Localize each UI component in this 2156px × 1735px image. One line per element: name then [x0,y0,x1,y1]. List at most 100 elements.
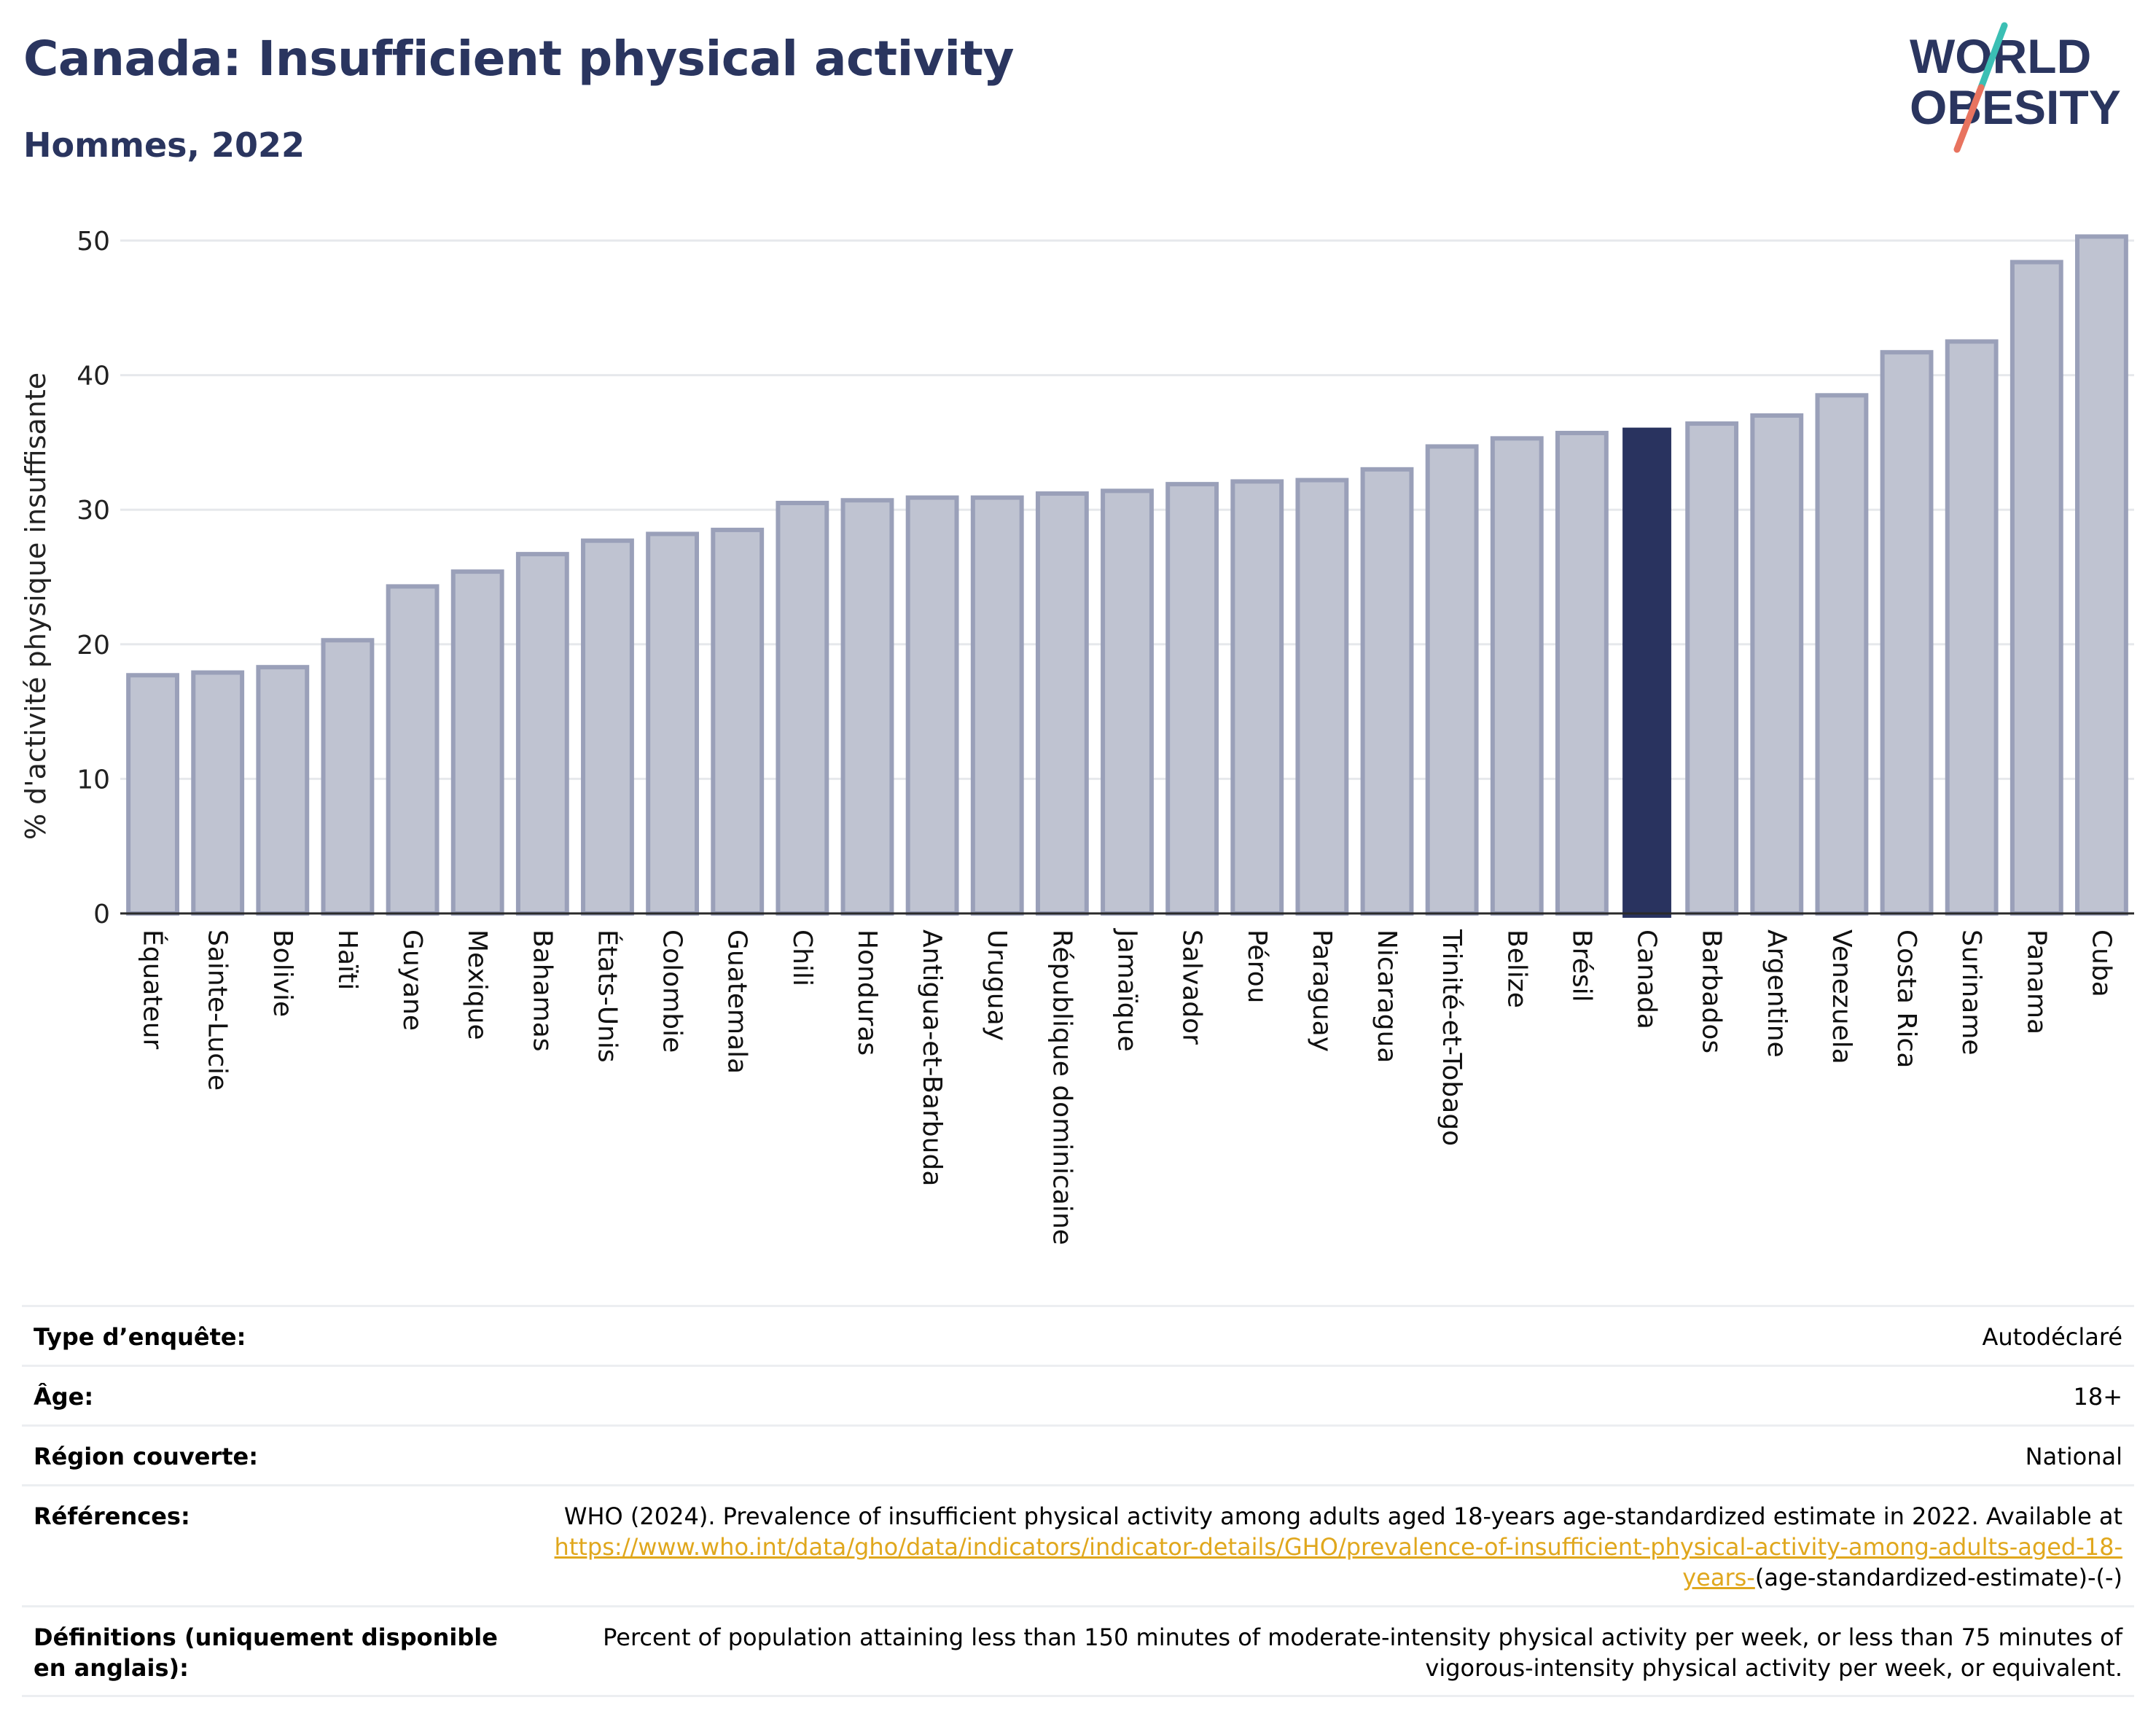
bar-chart: 0 10 20 30 40 50 % d'activité physique insuff… [20,227,2134,1245]
x-tick-label: Barbados [1697,929,1727,1053]
y-tick-label: 20 [77,631,110,660]
bar-cuba [2075,234,2128,916]
bar-république-dominicaine [1035,491,1089,916]
bar-belize [1490,436,1544,916]
info-value-text: Autodéclaré [1982,1323,2122,1351]
bar-mexique [450,569,504,916]
x-tick-label: Mexique [462,929,492,1040]
x-tick-label: Paraguay [1307,929,1337,1052]
info-table: Type d’enquête: Autodéclaré Âge: 18+ Région … [22,1305,2134,1697]
logo-line2: OBESITY [1910,80,2121,134]
x-tick-label: Guatemala [722,929,752,1074]
info-label: Références: [34,1502,190,1530]
info-value: National [2026,1441,2134,1472]
bar-panama [2009,260,2063,916]
bars [126,234,2128,918]
y-axis-label: % d'activité physique insuffisante [20,373,52,840]
chart-title: Canada: Insufficient physical activity [23,31,1015,87]
bar-uruguay [970,495,1024,916]
bar-canada [1622,427,1671,918]
x-tick-label: Venezuela [1827,929,1856,1064]
x-tick-label: Salvador [1177,929,1207,1045]
bar-nicaragua [1360,467,1414,916]
bar-salvador [1165,482,1219,916]
info-row: Âge: 18+ [22,1365,2134,1424]
y-tick-label: 10 [77,765,110,795]
bar-équateur [126,673,179,916]
bar-colombie [646,531,700,916]
info-label: Âge: [34,1383,94,1411]
bar-honduras [840,498,894,916]
info-label: Type d’enquête: [34,1323,246,1351]
y-tick-label: 40 [77,362,110,391]
y-tick-label: 50 [77,227,110,257]
x-tick-label: Honduras [852,929,882,1056]
x-tick-label: Jamaïque [1112,928,1142,1052]
info-label: Définitions (uniquement disponible en an… [34,1623,498,1682]
x-axis-labels: Équateur Sainte-Lucie Bolivie Haïti Guyane Me… [138,928,2117,1245]
x-tick-label: Cuba [2086,929,2116,997]
x-tick-label: Colombie [657,929,687,1053]
info-label: Région couverte: [34,1443,258,1470]
bar-paraguay [1295,477,1349,916]
bar-guyane [386,584,440,916]
x-tick-label: Sainte-Lucie [203,929,233,1091]
reference-link[interactable]: https://www.who.int/data/gho/data/indica… [554,1533,2122,1591]
bar-bahamas [515,552,569,916]
x-tick-label: Bahamas [527,929,557,1052]
bar-chili [776,500,829,916]
info-row: Type d’enquête: Autodéclaré [22,1305,2134,1365]
info-value: 18+ [2073,1381,2134,1412]
x-tick-label: Haïti [332,929,362,990]
x-tick-label: Panama [2021,929,2051,1034]
bar-guatemala [711,527,765,916]
x-tick-label: États-Unis [592,929,622,1063]
bar-bolivie [256,665,310,916]
logo-slash-bottom [1953,84,1985,153]
x-tick-label: Bolivie [267,929,297,1017]
x-tick-label: Argentine [1762,929,1792,1058]
x-tick-label: Chili [787,929,817,986]
x-tick-label: République dominicaine [1047,929,1077,1245]
x-tick-label: Canada [1632,929,1662,1029]
y-tick-label: 0 [93,900,110,929]
info-value-text: 18+ [2073,1383,2122,1411]
bar-jamaïque [1101,488,1154,916]
info-value: WHO (2024). Prevalence of insufficient p… [534,1501,2134,1593]
x-tick-label: Nicaragua [1372,929,1402,1063]
x-tick-label: Brésil [1566,929,1596,1002]
info-value-text: Percent of population attaining less tha… [603,1623,2122,1682]
y-tick-label: 30 [77,496,110,526]
x-tick-label: Belize [1501,929,1531,1008]
info-value-text: WHO (2024). Prevalence of insufficient p… [563,1502,2122,1530]
x-tick-label: Antigua-et-Barbuda [917,929,947,1186]
bar-états-unis [581,538,634,916]
chart-subtitle: Hommes, 2022 [23,125,305,165]
bar-venezuela [1815,393,1869,916]
bar-barbados [1685,421,1739,916]
info-value: Percent of population attaining less tha… [534,1622,2134,1683]
bar-sainte-lucie [191,670,245,916]
x-tick-label: Pérou [1242,929,1272,1003]
bar-antigua-et-barbuda [905,495,959,916]
info-row: Région couverte: National [22,1424,2134,1484]
x-tick-label: Trinité-et-Tobago [1437,929,1466,1146]
reference-link-suffix: (age-standardized-estimate)-(-) [1754,1564,2122,1591]
bar-haïti [321,638,375,916]
logo-slash-top [1977,22,2008,91]
bar-suriname [1945,339,1999,916]
bar-costa-rica [1880,350,1934,916]
info-value-text: National [2025,1443,2122,1470]
info-row: Références: WHO (2024). Prevalence of ins… [22,1484,2134,1605]
bar-argentine [1750,413,1804,916]
bar-brésil [1555,430,1609,916]
x-tick-label: Costa Rica [1891,929,1921,1068]
x-tick-label: Guyane [397,929,427,1031]
world-obesity-logo: WORLD OBESITY [1910,22,2121,153]
x-tick-label: Suriname [1956,929,1986,1056]
info-value: Autodéclaré [1982,1322,2134,1352]
x-tick-label: Uruguay [982,929,1012,1041]
info-row: Définitions (uniquement disponible en an… [22,1605,2134,1697]
y-axis-ticks: 0 10 20 30 40 50 [77,227,110,929]
bar-pérou [1230,479,1284,916]
